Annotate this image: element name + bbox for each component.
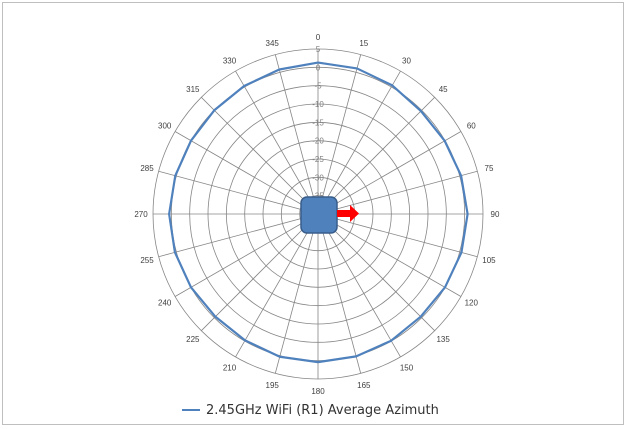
grid-spoke [174, 131, 319, 215]
grid-spoke [317, 54, 362, 215]
legend-line-swatch [182, 409, 200, 411]
grid-spoke [317, 213, 462, 297]
angle-tick-labels: 0 15 30 45 60 75 90 105 120 135 150 165 180 195 210 225… [134, 33, 500, 396]
angle-tick-label: 0 [316, 33, 321, 42]
angle-tick-label: 210 [223, 363, 237, 372]
angle-tick-label: 330 [223, 57, 237, 66]
grid-spoke [274, 213, 319, 374]
grid-spoke [317, 213, 401, 358]
angle-tick-label: 90 [491, 210, 500, 219]
angle-tick-label: 345 [266, 39, 280, 48]
grid-spoke [235, 213, 319, 358]
grid-spoke [317, 97, 435, 215]
grid-spoke [317, 170, 478, 215]
angle-tick-label: 300 [158, 122, 172, 131]
angle-tick-label: 180 [311, 387, 325, 396]
angle-tick-label: 240 [158, 299, 172, 308]
angle-tick-label: 75 [485, 164, 494, 173]
angle-tick-label: 135 [436, 335, 450, 344]
angle-tick-label: 150 [400, 363, 414, 372]
radial-tick-label: -30 [312, 173, 324, 182]
series-line [168, 61, 469, 364]
grid-spoke [201, 97, 319, 215]
angle-tick-label: 30 [402, 57, 411, 66]
radial-tick-label: 5 [316, 45, 321, 54]
angle-tick-label: 270 [134, 210, 148, 219]
grid-spoke [158, 170, 319, 215]
angle-tick-label: 120 [465, 299, 479, 308]
grid-spoke [317, 213, 478, 258]
angle-tick-label: 165 [357, 381, 371, 390]
radial-tick-label: -20 [312, 137, 324, 146]
radial-tick-label: -35 [312, 192, 324, 201]
grid-spoke [235, 70, 319, 215]
radial-tick-label: -5 [314, 82, 322, 91]
legend-label: 2.45GHz WiFi (R1) Average Azimuth [206, 402, 439, 418]
radial-tick-label: 0 [316, 63, 321, 72]
radial-tick-label: -15 [312, 118, 324, 127]
radial-tick-label: -25 [312, 155, 324, 164]
direction-arrow [337, 205, 359, 222]
angle-tick-label: 195 [266, 381, 280, 390]
legend: 2.45GHz WiFi (R1) Average Azimuth [182, 400, 439, 420]
radial-tick-label: -10 [312, 100, 324, 109]
angle-tick-label: 15 [359, 39, 368, 48]
angle-tick-label: 255 [140, 256, 154, 265]
series-layer [168, 61, 469, 364]
grid-spoke [317, 213, 362, 374]
angle-tick-label: 315 [186, 85, 200, 94]
grid-spoke [174, 213, 319, 297]
angular-grid-spokes [153, 49, 483, 379]
angle-tick-label: 45 [439, 85, 448, 94]
angle-tick-label: 225 [186, 335, 200, 344]
grid-spoke [201, 213, 319, 331]
grid-spoke [158, 213, 319, 258]
angle-tick-label: 285 [140, 164, 154, 173]
device-under-test [300, 196, 338, 234]
grid-spoke [317, 70, 401, 215]
grid-spoke [317, 131, 462, 215]
grid-spoke [317, 213, 435, 331]
grid-spoke [274, 54, 319, 215]
angle-tick-label: 105 [482, 256, 496, 265]
device-layer [300, 196, 359, 234]
angle-tick-label: 60 [467, 122, 476, 131]
